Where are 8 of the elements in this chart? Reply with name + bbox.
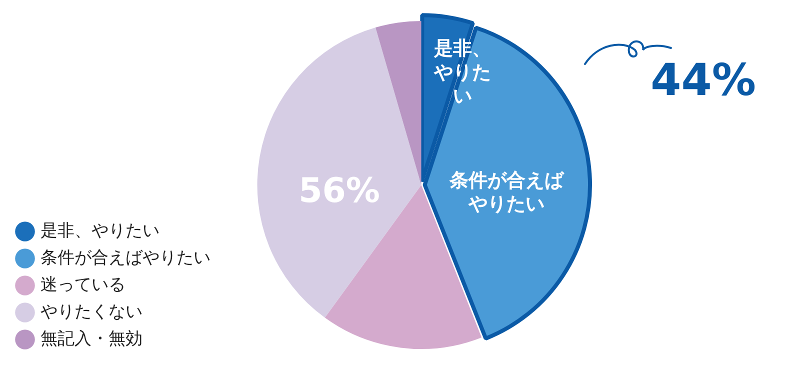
legend-label: 迷っている [40,274,126,295]
legend-label: 条件が合えばやりたい [40,248,210,268]
legend-label: 是非、やりたい [40,220,160,241]
text: 是非、やりたい [432,38,491,108]
legend-label: 無記入・無効 [40,328,142,349]
legend-label: やりたくない [40,302,142,322]
text: 44% [650,54,756,106]
text: 条件が合えばやりたい [448,169,565,216]
